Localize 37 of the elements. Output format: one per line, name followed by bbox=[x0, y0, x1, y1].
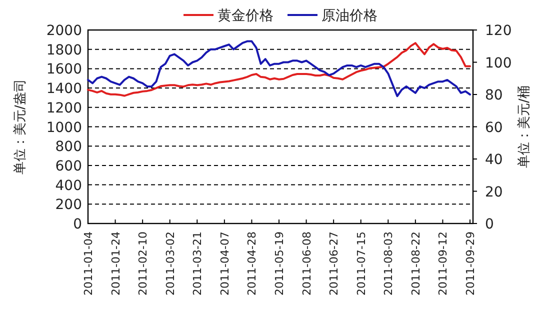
x-tick-label: 2011-06-08 bbox=[300, 232, 314, 296]
y2-tick-label: 20 bbox=[485, 184, 503, 200]
y-tick-label: 200 bbox=[55, 197, 82, 214]
y2-tick-label: 100 bbox=[485, 55, 512, 72]
x-tick-label: 2011-08-03 bbox=[382, 232, 396, 296]
x-tick-label: 2011-08-22 bbox=[409, 232, 422, 296]
y-tick-label: 1400 bbox=[46, 81, 82, 98]
x-tick-label: 2011-05-19 bbox=[273, 232, 286, 296]
y2-tick-label: 0 bbox=[485, 216, 494, 232]
y-tick-label: 600 bbox=[55, 158, 82, 174]
y-tick-label: 800 bbox=[55, 139, 82, 156]
x-tick-label: 2011-06-27 bbox=[328, 232, 341, 296]
x-tick-label: 2011-01-04 bbox=[82, 232, 95, 296]
y-tick-label: 400 bbox=[55, 178, 82, 194]
x-tick-label: 2011-02-10 bbox=[136, 232, 150, 296]
y-axis-title: 单位：美元/盎司 bbox=[12, 79, 28, 174]
x-tick-label: 2011-09-29 bbox=[464, 232, 477, 296]
y-tick-label: 2000 bbox=[46, 23, 82, 39]
x-tick-label: 2011-03-02 bbox=[164, 232, 177, 296]
y2-tick-label: 60 bbox=[485, 120, 503, 136]
y2-tick-label: 40 bbox=[485, 152, 503, 168]
y-tick-label: 1800 bbox=[46, 42, 82, 58]
x-tick-label: 2011-07-15 bbox=[354, 232, 368, 296]
y2-tick-label: 120 bbox=[485, 23, 512, 39]
x-tick-label: 2011-04-07 bbox=[218, 232, 232, 296]
legend-label: 黄金价格 bbox=[218, 8, 274, 24]
y-tick-label: 1600 bbox=[46, 62, 82, 78]
y-tick-label: 1200 bbox=[46, 100, 82, 116]
y-tick-label: 0 bbox=[73, 216, 82, 232]
x-tick-label: 2011-04-28 bbox=[246, 232, 259, 296]
legend-label: 原油价格 bbox=[322, 8, 378, 24]
y2-axis-title: 单位：美元/桶 bbox=[516, 86, 532, 168]
y-tick-label: 1000 bbox=[46, 120, 82, 136]
y2-tick-label: 80 bbox=[485, 88, 503, 104]
x-tick-label: 2011-09-12 bbox=[436, 232, 450, 296]
x-tick-label: 2011-03-21 bbox=[191, 232, 204, 296]
x-tick-label: 2011-01-24 bbox=[109, 232, 122, 296]
